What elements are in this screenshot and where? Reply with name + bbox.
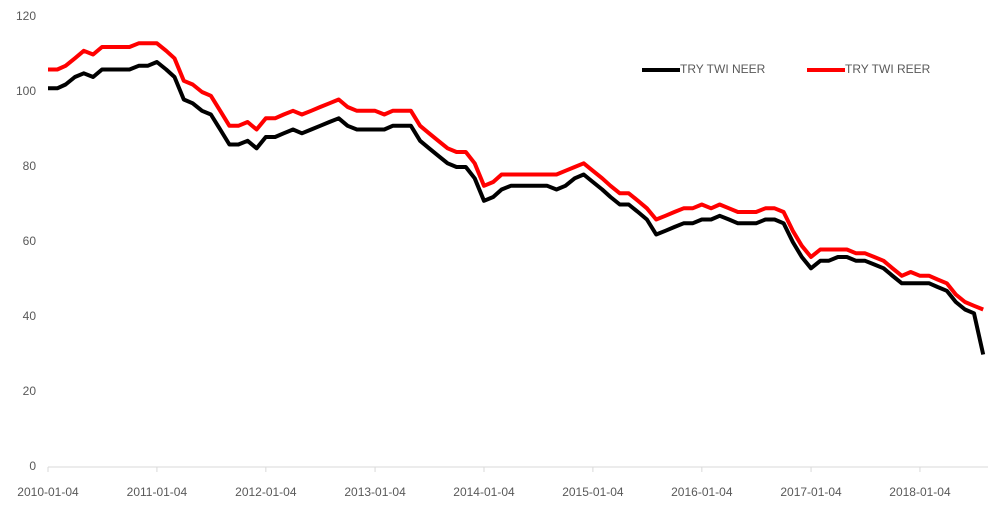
legend-label: TRY TWI NEER (680, 62, 766, 76)
x-tick-label: 2018-01-04 (889, 485, 951, 499)
series-line (48, 60, 986, 355)
x-tick-label: 2011-01-04 (127, 485, 188, 499)
x-tick-label: 2013-01-04 (344, 485, 406, 499)
y-tick-label: 60 (23, 234, 37, 248)
x-tick-label: 2017-01-04 (780, 485, 842, 499)
x-tick-label: 2010-01-04 (17, 485, 79, 499)
y-tick-label: 120 (16, 9, 36, 23)
y-tick-label: 20 (23, 384, 37, 398)
series-line (48, 41, 984, 312)
x-tick-label: 2015-01-04 (562, 485, 624, 499)
legend-label: TRY TWI REER (845, 62, 931, 76)
y-tick-label: 0 (29, 459, 36, 473)
x-tick-label: 2014-01-04 (453, 485, 515, 499)
x-tick-label: 2012-01-04 (235, 485, 297, 499)
x-tick-label: 2016-01-04 (671, 485, 733, 499)
y-tick-label: 80 (23, 159, 37, 173)
y-tick-label: 40 (23, 309, 37, 323)
y-tick-label: 100 (16, 84, 36, 98)
